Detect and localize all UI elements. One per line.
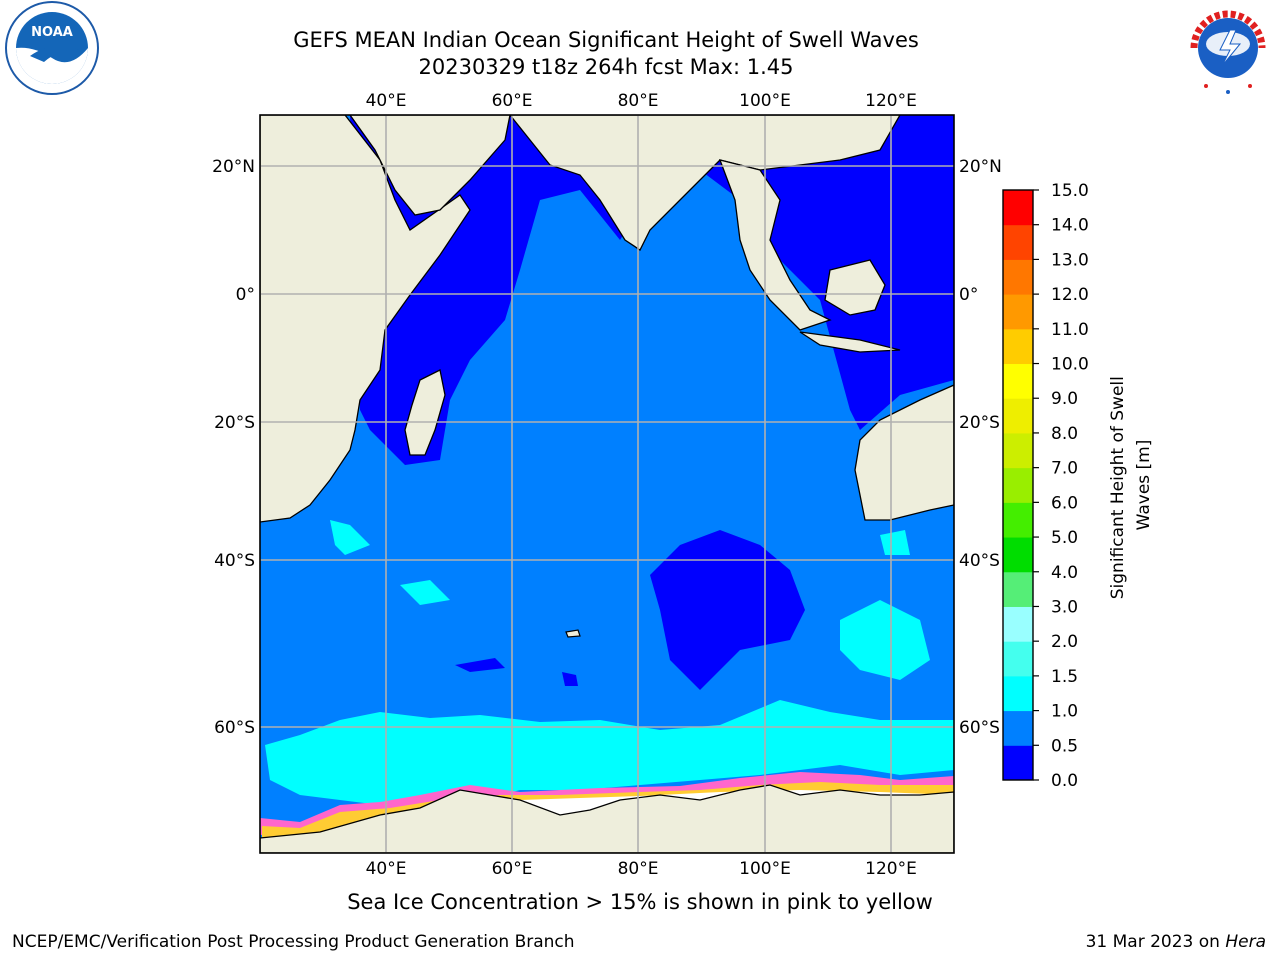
colorbar-tick-label: 8.0 <box>1051 424 1078 444</box>
colorbar-tick-label: 6.0 <box>1051 493 1078 513</box>
colorbar-tick-label: 7.0 <box>1051 459 1078 479</box>
colorbar-swatch <box>1003 606 1033 642</box>
lon-label-bottom-120e: 120°E <box>865 859 917 879</box>
lon-label-bottom-100e: 100°E <box>739 859 791 879</box>
lon-labels-bottom: 40°E 60°E 80°E 100°E 120°E <box>366 859 917 879</box>
colorbar-tick-label: 15.0 <box>1051 181 1089 201</box>
colorbar-swatch <box>1003 710 1033 746</box>
colorbar-tick-label: 3.0 <box>1051 597 1078 617</box>
colorbar-tick-label: 0.5 <box>1051 736 1078 756</box>
lat-label-left-20s: 20°S <box>214 413 255 433</box>
lon-label-bottom-60e: 60°E <box>492 859 533 879</box>
swell-low-small-patch <box>455 658 505 672</box>
colorbar-frame <box>1002 189 1034 781</box>
swell-cyan-patch-4 <box>880 530 910 555</box>
map-frame <box>259 114 955 854</box>
colorbar: 0.0 0.5 1.0 1.5 2.0 3.0 4.0 5.0 6.0 7.0 8.0 9.0 10.0… <box>1002 181 1089 791</box>
lat-label-right-20s: 20°S <box>959 413 1000 433</box>
land-madagascar <box>404 369 446 456</box>
lon-label-bottom-80e: 80°E <box>618 859 659 879</box>
land-asia <box>509 115 901 251</box>
swell-cyan-patch-1 <box>330 520 370 555</box>
sea-ice-footnote: Sea Ice Concentration > 15% is shown in … <box>347 890 933 914</box>
colorbar-swatch <box>1003 641 1033 677</box>
map-subtitle: 20230329 t18z 264h fcst Max: 1.45 <box>418 55 794 79</box>
colorbar-swatch <box>1003 328 1033 365</box>
colorbar-swatch <box>1003 502 1033 538</box>
colorbar-swatch <box>1003 467 1033 503</box>
run-host: Hera <box>1225 932 1266 952</box>
land-kerguelen <box>565 629 581 638</box>
run-date-credit: 31 Mar 2023 on Hera <box>1086 932 1266 952</box>
colorbar-swatch <box>1003 363 1033 399</box>
lon-label-top-40e: 40°E <box>366 91 407 111</box>
swell-cyan-patch-2 <box>400 580 450 605</box>
svg-text:NOAA: NOAA <box>31 25 73 40</box>
lat-label-left-60s: 60°S <box>214 718 255 738</box>
colorbar-tick-label: 11.0 <box>1051 320 1089 340</box>
colorbar-tick-label: 1.5 <box>1051 667 1078 687</box>
colorbar-tick-label: 5.0 <box>1051 528 1078 548</box>
swell-low-small-patch-2 <box>562 672 578 686</box>
colorbar-tick-label: 4.0 <box>1051 563 1078 583</box>
colorbar-tick-label: 2.0 <box>1051 632 1078 652</box>
lon-label-bottom-40e: 40°E <box>366 859 407 879</box>
land-java <box>799 331 901 353</box>
map-title: GEFS MEAN Indian Ocean Significant Heigh… <box>293 28 919 52</box>
colorbar-swatch <box>1003 190 1033 226</box>
lat-label-left-20n: 20°N <box>212 157 255 177</box>
nws-logo <box>1182 2 1274 94</box>
colorbar-tick-label: 0.0 <box>1051 771 1078 791</box>
colorbar-tick-label: 10.0 <box>1051 355 1089 375</box>
land-borneo <box>824 259 886 316</box>
lat-label-left-40s: 40°S <box>214 551 255 571</box>
land-antarctica <box>260 784 954 853</box>
colorbar-swatch <box>1003 571 1033 607</box>
lon-label-top-60e: 60°E <box>492 91 533 111</box>
colorbar-swatch <box>1003 745 1033 781</box>
lat-label-right-0: 0° <box>959 285 978 305</box>
swell-cyan-patch-3 <box>840 600 930 680</box>
colorbar-title: Significant Height of Swell Waves [m] <box>1108 371 1154 600</box>
lon-label-top-100e: 100°E <box>739 91 791 111</box>
run-date: 31 Mar 2023 on <box>1085 932 1220 952</box>
colorbar-swatch <box>1003 259 1033 295</box>
colorbar-swatch <box>1003 675 1033 712</box>
land-arabia <box>349 115 511 216</box>
colorbar-tick-label: 13.0 <box>1051 250 1089 270</box>
noaa-logo: NOAA <box>5 1 99 95</box>
lon-label-top-80e: 80°E <box>618 91 659 111</box>
colorbar-tick-label: 12.0 <box>1051 285 1089 305</box>
colorbar-tick-label: 9.0 <box>1051 389 1078 409</box>
colorbar-swatch <box>1003 432 1033 469</box>
swell-low-arabian-sea <box>350 115 954 465</box>
producer-credit: NCEP/EMC/Verification Post Processing Pr… <box>12 932 575 952</box>
lon-labels-top: 40°E 60°E 80°E 100°E 120°E <box>366 91 917 111</box>
lat-labels-right: 20°N 0° 20°S 40°S 60°S <box>959 157 1002 738</box>
lat-label-right-60s: 60°S <box>959 718 1000 738</box>
colorbar-swatch <box>1003 537 1033 573</box>
colorbar-tick-label: 1.0 <box>1051 702 1078 722</box>
land-se-asia <box>718 159 832 331</box>
lat-labels-left: 20°N 0° 20°S 40°S 60°S <box>212 157 255 738</box>
land-africa <box>260 115 471 523</box>
lat-label-left-0: 0° <box>236 285 255 305</box>
colorbar-swatch <box>1003 224 1033 260</box>
lat-label-right-20n: 20°N <box>959 157 1002 177</box>
lon-label-top-120e: 120°E <box>865 91 917 111</box>
colorbar-swatch <box>1003 398 1033 434</box>
graticule <box>260 115 954 853</box>
colorbar-tick-label: 14.0 <box>1051 216 1089 236</box>
swell-low-south-patch <box>650 530 805 690</box>
land-australia <box>854 384 954 521</box>
map-area <box>260 115 954 853</box>
colorbar-swatch <box>1003 294 1033 330</box>
lat-label-right-40s: 40°S <box>959 551 1000 571</box>
